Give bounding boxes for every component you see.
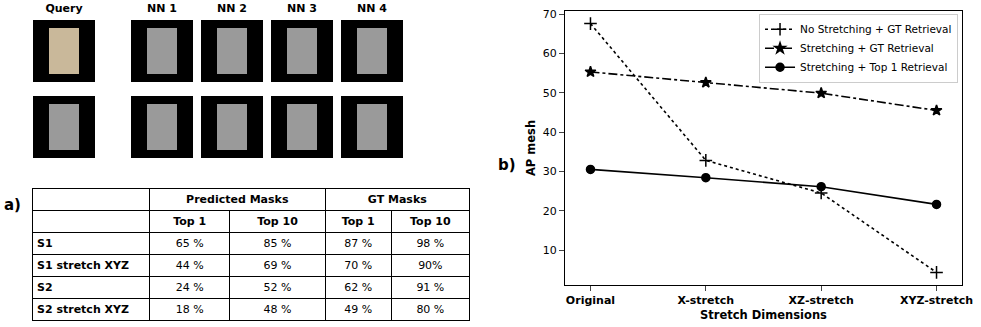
svg-text:40: 40 [543, 126, 557, 139]
html-text:a): a) [4, 196, 21, 214]
svg-text:10: 10 [543, 244, 557, 257]
html-text:85 %: 85 % [263, 237, 292, 250]
svg-text:Original: Original [566, 294, 615, 307]
html-text:S1: S1 [37, 237, 53, 250]
svg-text:60: 60 [543, 47, 557, 60]
html-text:65 %: 65 % [175, 237, 204, 250]
html-text:91 %: 91 % [416, 281, 445, 294]
html-text:Top 10: Top 10 [257, 215, 298, 228]
svg-text:70: 70 [543, 8, 557, 21]
html-text:24 %: 24 % [175, 281, 204, 294]
svg-text:Stretch Dimensions: Stretch Dimensions [700, 308, 827, 322]
html-text:52 %: 52 % [263, 281, 292, 294]
svg-text:50: 50 [543, 87, 557, 100]
html-text:80 %: 80 % [416, 303, 445, 316]
svg-text:Stretching + Top 1 Retrieval: Stretching + Top 1 Retrieval [800, 61, 947, 73]
svg-text:No Stretching + GT Retrieval: No Stretching + GT Retrieval [800, 23, 951, 35]
html-text:Top 10: Top 10 [410, 215, 451, 228]
html-text:b): b) [498, 156, 516, 174]
html-text:S2 stretch XYZ: S2 stretch XYZ [37, 303, 129, 316]
html-text:Query: Query [45, 2, 83, 15]
html-text:48 %: 48 % [263, 303, 292, 316]
html-text:98 %: 98 % [416, 237, 445, 250]
html-text:NN 4: NN 4 [357, 2, 387, 15]
html-text:69 %: 69 % [263, 259, 292, 272]
html-text:44 %: 44 % [175, 259, 204, 272]
html-text:Predicted Masks: Predicted Masks [186, 193, 289, 206]
html-text:S1 stretch XYZ: S1 stretch XYZ [37, 259, 129, 272]
html-text:NN 3: NN 3 [287, 2, 317, 15]
html-text:GT Masks: GT Masks [367, 193, 427, 206]
html-text:62 %: 62 % [344, 281, 373, 294]
html-text:NN 1: NN 1 [147, 2, 177, 15]
svg-text:AP mesh: AP mesh [524, 120, 538, 176]
svg-text:X-stretch: X-stretch [678, 294, 734, 307]
html-text:70 %: 70 % [344, 259, 373, 272]
html-text:90%: 90% [418, 259, 443, 272]
html-text:Top 1: Top 1 [341, 215, 375, 228]
html-text:49 %: 49 % [344, 303, 373, 316]
svg-text:Stretching + GT Retrieval: Stretching + GT Retrieval [800, 42, 934, 54]
html-text:18 %: 18 % [175, 303, 204, 316]
html-text:S2: S2 [37, 281, 53, 294]
svg-text:30: 30 [543, 165, 557, 178]
svg-text:20: 20 [543, 205, 557, 218]
html-text:NN 2: NN 2 [217, 2, 247, 15]
svg-text:XYZ-stretch: XYZ-stretch [900, 294, 973, 307]
svg-text:XZ-stretch: XZ-stretch [789, 294, 854, 307]
html-text:87 %: 87 % [344, 237, 373, 250]
html-text:Top 1: Top 1 [173, 215, 207, 228]
